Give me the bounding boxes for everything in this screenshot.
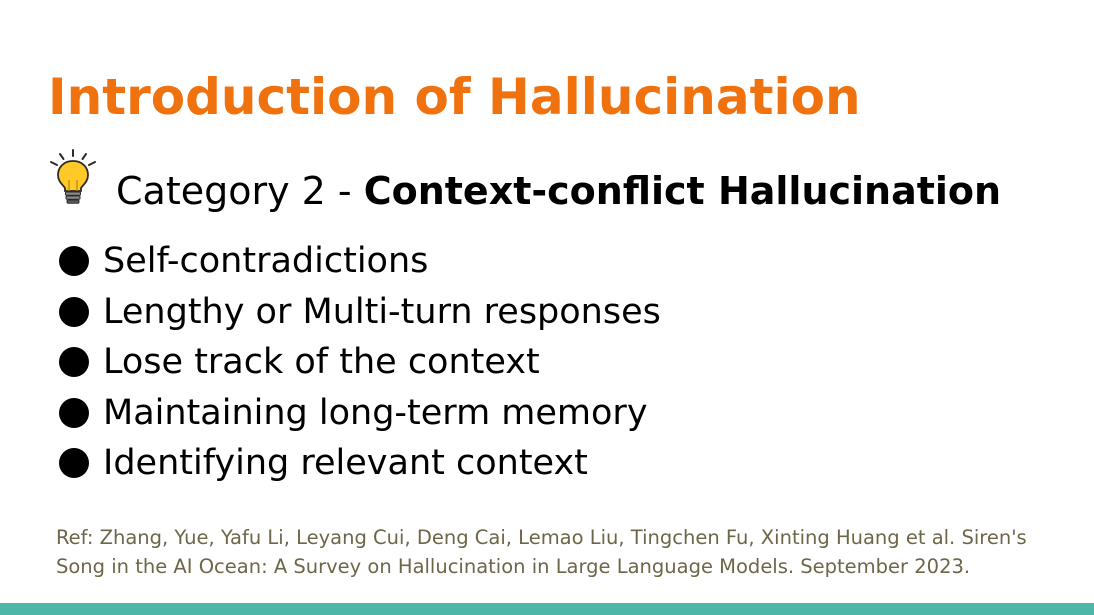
bullet-text: Identifying relevant context [103,443,588,484]
bullet-text: Lose track of the context [103,342,540,383]
bottom-accent-bar [0,603,1094,615]
bullet-dot-icon [59,448,89,479]
bullet-dot-icon [59,397,89,428]
bullet-item: Maintaining long-term memory [56,388,661,439]
category-name: Context-conflict Hallucination [363,169,1002,213]
bullet-item: Identifying relevant context [56,438,661,489]
bullet-text: Lengthy or Multi-turn responses [103,291,661,332]
bullet-dot-icon [59,246,89,277]
bullet-item: Lose track of the context [56,337,661,388]
bullet-item: Self-contradictions [56,236,661,287]
lightbulb-icon [50,149,96,204]
bullet-list: Self-contradictions Lengthy or Multi-tur… [56,236,661,489]
category-label: Category 2 - [116,169,364,213]
bullet-dot-icon [59,296,89,327]
reference-citation: Ref: Zhang, Yue, Yafu Li, Leyang Cui, De… [56,526,1027,578]
bullet-dot-icon [59,347,89,378]
slide-title: Introduction of Hallucination [48,68,861,126]
bullet-text: Maintaining long-term memory [103,392,648,433]
bullet-text: Self-contradictions [103,241,429,282]
category-heading: Category 2 - Context-conflict Hallucinat… [116,166,1001,216]
bullet-item: Lengthy or Multi-turn responses [56,287,661,338]
